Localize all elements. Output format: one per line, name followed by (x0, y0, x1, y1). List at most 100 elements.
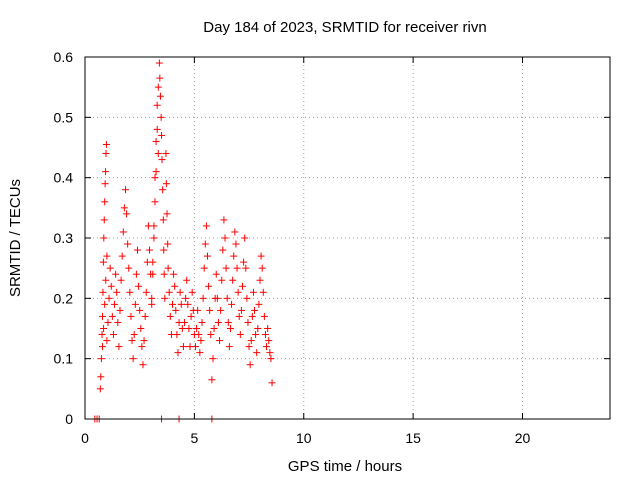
data-point (209, 355, 217, 363)
data-point (213, 294, 221, 302)
data-point (163, 210, 171, 218)
y-tick-label: 0.6 (54, 49, 74, 65)
data-point (184, 300, 192, 308)
data-point (159, 186, 167, 194)
data-point (139, 361, 147, 369)
data-point (201, 240, 209, 248)
data-point (174, 349, 182, 357)
data-point (267, 355, 275, 363)
data-point (257, 252, 265, 260)
data-point (148, 294, 156, 302)
data-point (150, 222, 158, 230)
data-point (194, 306, 202, 314)
data-point (151, 174, 159, 182)
data-point (206, 306, 214, 314)
data-point (265, 337, 273, 345)
data-point (157, 113, 165, 121)
data-point (244, 318, 252, 326)
data-point (218, 276, 226, 284)
data-point (200, 264, 208, 272)
data-point (116, 306, 124, 314)
data-point (102, 168, 110, 176)
data-point (230, 252, 238, 260)
data-point (170, 270, 178, 278)
x-tick-label: 5 (190, 430, 198, 446)
data-point (261, 331, 269, 339)
data-point (256, 276, 264, 284)
data-point (263, 343, 271, 351)
data-point (240, 258, 248, 266)
data-point (217, 306, 225, 314)
data-point (204, 252, 211, 260)
data-point (223, 294, 231, 302)
data-point (193, 325, 201, 332)
data-point (102, 150, 110, 158)
data-point (121, 186, 129, 194)
data-point (188, 288, 196, 296)
y-tick-label: 0.1 (54, 351, 74, 367)
data-point (173, 331, 181, 339)
data-point (111, 300, 119, 308)
data-point (212, 270, 220, 278)
data-point (117, 276, 125, 284)
data-point (101, 300, 109, 308)
data-point (179, 343, 187, 351)
data-point (142, 288, 150, 296)
data-point (128, 337, 136, 345)
data-point (178, 325, 186, 332)
data-points (91, 59, 276, 423)
data-point (152, 137, 160, 145)
data-point (149, 258, 157, 266)
data-point (141, 312, 149, 320)
data-point (114, 318, 122, 326)
data-point (149, 270, 157, 278)
data-point (102, 140, 110, 148)
x-tick-label: 20 (515, 430, 531, 446)
data-point (182, 294, 190, 302)
x-tick-label: 0 (81, 430, 89, 446)
y-tick-label: 0.3 (54, 230, 74, 246)
data-point (96, 385, 104, 393)
data-point (138, 343, 146, 351)
data-point (172, 306, 180, 314)
data-point (255, 300, 263, 308)
data-point (153, 101, 161, 109)
data-point (99, 258, 107, 266)
data-point (135, 282, 143, 290)
data-point (156, 92, 164, 100)
data-point (101, 180, 109, 188)
data-point (123, 210, 131, 218)
data-point (158, 131, 166, 139)
data-point (109, 331, 117, 339)
x-axis-label: GPS time / hours (288, 458, 402, 475)
data-point (155, 59, 163, 67)
data-point (165, 288, 173, 296)
data-point (99, 288, 107, 296)
data-point (97, 355, 105, 363)
data-point (258, 264, 266, 272)
data-point (264, 325, 272, 332)
data-point (159, 216, 167, 224)
data-point (107, 282, 115, 290)
data-point (151, 198, 159, 206)
data-point (260, 312, 268, 320)
data-point (268, 379, 276, 387)
data-point (226, 325, 234, 332)
data-point (158, 156, 166, 164)
data-point (126, 288, 134, 296)
data-point (103, 337, 111, 345)
data-point (220, 216, 228, 224)
y-tick-label: 0 (65, 411, 73, 427)
data-point (246, 361, 254, 369)
data-point (239, 282, 246, 290)
chart-title: Day 184 of 2023, SRMTID for receiver riv… (203, 19, 486, 36)
data-point (103, 252, 111, 260)
data-point (125, 264, 133, 272)
data-point (236, 331, 244, 339)
x-tick-label: 15 (405, 430, 421, 446)
data-point (160, 246, 168, 254)
data-point (118, 252, 126, 260)
data-point (136, 306, 144, 314)
data-point (237, 306, 245, 314)
data-point (231, 228, 239, 236)
